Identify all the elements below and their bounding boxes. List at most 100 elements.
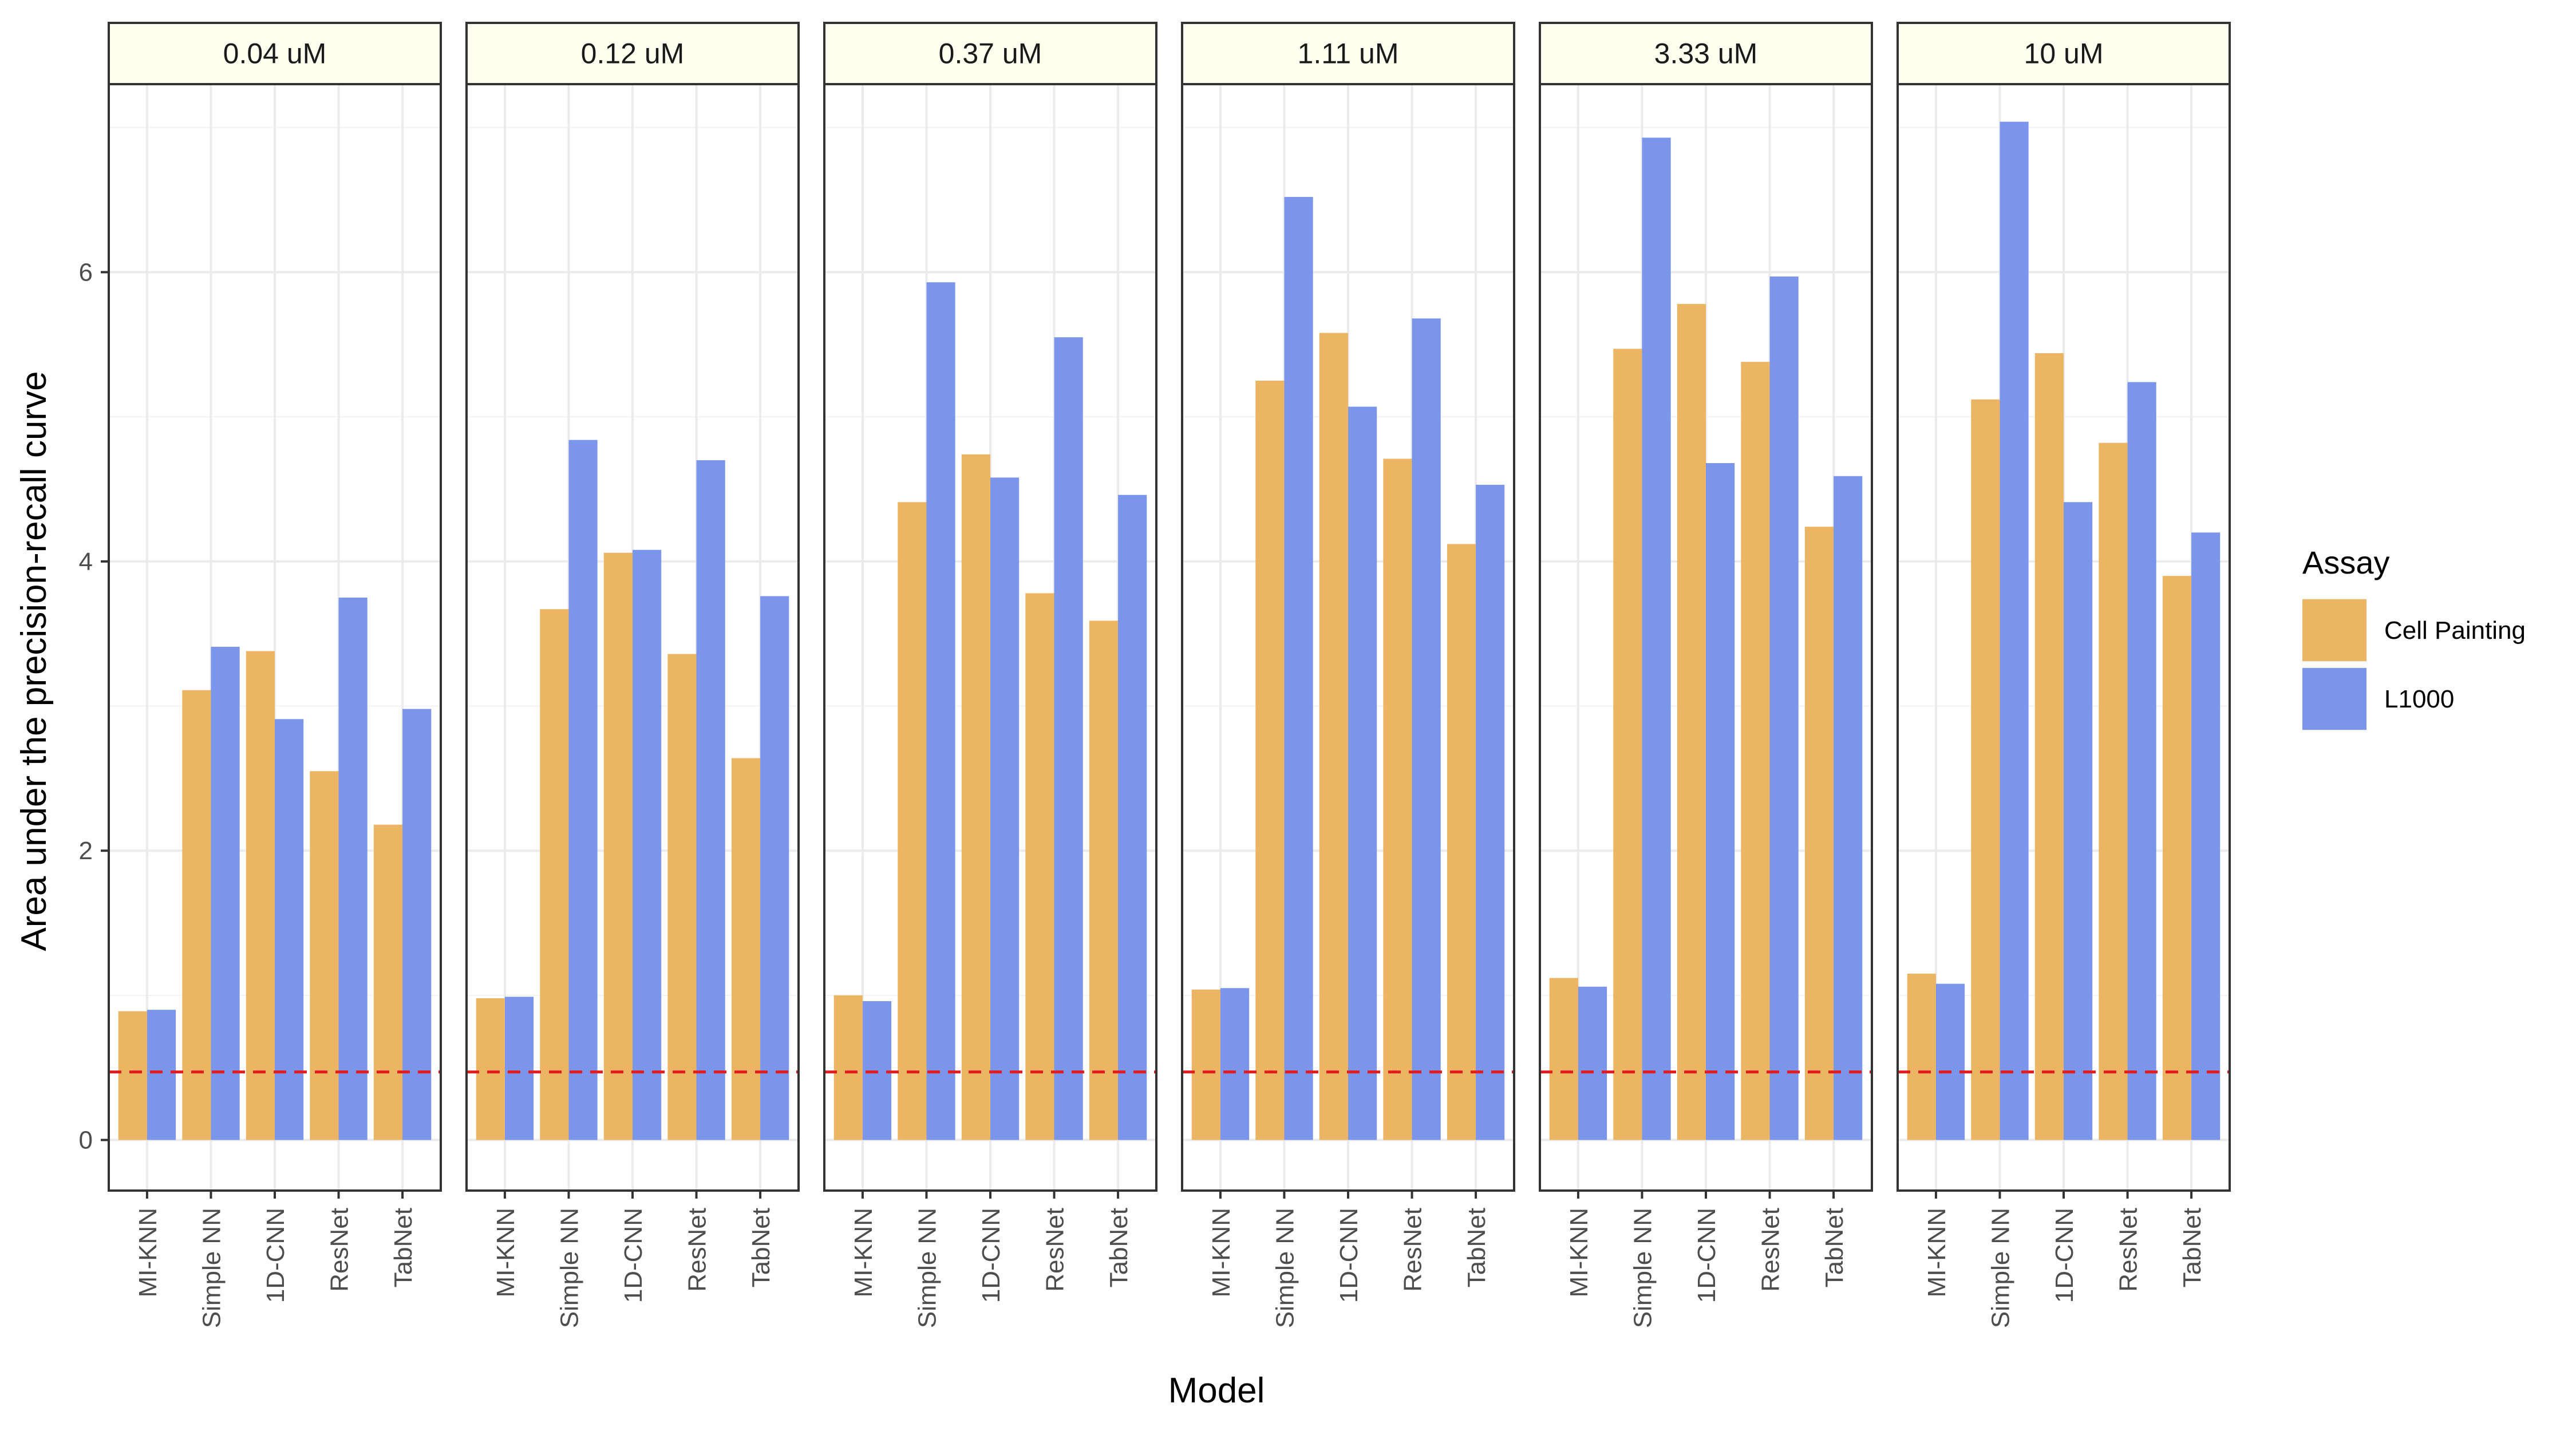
- bar-l1000: [1118, 495, 1147, 1140]
- x-tick-label: MI-KNN: [134, 1208, 162, 1297]
- bar-cell-painting: [1191, 989, 1220, 1140]
- x-tick-label: 1D-CNN: [619, 1208, 647, 1303]
- bar-cell-painting: [1549, 978, 1578, 1140]
- x-tick-label: 1D-CNN: [2050, 1208, 2079, 1303]
- bar-cell-painting: [1025, 593, 1054, 1140]
- x-tick-label: ResNet: [1041, 1208, 1069, 1292]
- facet-panel: 10 uM MI-KNN Simple NN 1D-CNN ResNet TabNet: [1897, 22, 2231, 1328]
- bar-l1000: [1769, 276, 1799, 1140]
- legend-label: Cell Painting: [2384, 616, 2526, 645]
- x-tick-label: TabNet: [1820, 1208, 1848, 1287]
- facet-panel: 0.37 uM MI-KNN Simple NN 1D-CNN ResNet TabNet: [823, 22, 1157, 1328]
- bar-cell-painting: [833, 995, 863, 1140]
- bar-cell-painting: [1319, 333, 1348, 1140]
- legend-swatch: [2302, 668, 2366, 730]
- x-tick-label: 1D-CNN: [1335, 1208, 1363, 1303]
- x-tick-label: ResNet: [2115, 1208, 2143, 1292]
- facet-strip: [823, 22, 1157, 85]
- bar-l1000: [696, 460, 725, 1140]
- x-tick-label: ResNet: [326, 1208, 354, 1292]
- facet-panel: 0.12 uM MI-KNN Simple NN 1D-CNN ResNet TabNet: [465, 22, 800, 1328]
- facet-panel: 1.11 uM MI-KNN Simple NN 1D-CNN ResNet TabNet: [1181, 22, 1515, 1328]
- bar-cell-painting: [118, 1011, 147, 1140]
- bar-l1000: [275, 719, 304, 1140]
- facet-strip: [1181, 22, 1515, 85]
- bar-l1000: [1220, 988, 1250, 1140]
- legend: Assay Cell Painting L1000: [2302, 544, 2526, 731]
- bar-cell-painting: [1447, 544, 1476, 1140]
- bar-cell-painting: [2162, 576, 2192, 1140]
- bar-l1000: [2000, 121, 2029, 1140]
- y-tick-label: 0: [79, 1126, 93, 1155]
- facet-strip-label: 3.33 uM: [1654, 38, 1758, 70]
- bar-cell-painting: [476, 998, 505, 1140]
- bar-l1000: [2127, 382, 2156, 1140]
- bar-l1000: [1412, 318, 1441, 1140]
- facet-strip: [465, 22, 800, 85]
- bar-cell-painting: [667, 654, 697, 1140]
- bar-cell-painting: [540, 609, 569, 1140]
- facet-strip-label: 0.12 uM: [581, 38, 685, 70]
- facet-strip-label: 0.04 uM: [223, 38, 327, 70]
- x-tick-label: 1D-CNN: [977, 1208, 1005, 1303]
- x-tick-label: Simple NN: [1986, 1208, 2014, 1328]
- bar-l1000: [1054, 337, 1083, 1140]
- y-tick-label: 4: [79, 548, 93, 576]
- bar-l1000: [147, 1010, 176, 1140]
- x-tick-label: MI-KNN: [1923, 1208, 1951, 1297]
- bar-l1000: [926, 282, 955, 1140]
- x-tick-label: MI-KNN: [850, 1208, 878, 1297]
- bar-cell-painting: [603, 552, 633, 1140]
- x-tick-label: TabNet: [2178, 1208, 2206, 1287]
- bar-l1000: [1348, 406, 1377, 1140]
- x-tick-label: TabNet: [389, 1208, 417, 1287]
- x-tick-label: TabNet: [747, 1208, 775, 1287]
- facet-strip: [1539, 22, 1873, 85]
- bar-cell-painting: [2099, 442, 2128, 1140]
- x-tick-label: Simple NN: [555, 1208, 583, 1328]
- legend-swatch: [2302, 599, 2366, 661]
- y-axis: 0 2 4 6: [79, 258, 109, 1155]
- bar-cell-painting: [1804, 527, 1834, 1140]
- x-tick-label: MI-KNN: [1565, 1208, 1593, 1297]
- bar-l1000: [1935, 983, 1965, 1140]
- bar-l1000: [211, 646, 240, 1140]
- bar-cell-painting: [1907, 973, 1936, 1140]
- legend-label: L1000: [2384, 685, 2454, 713]
- facet-panel: 3.33 uM MI-KNN Simple NN 1D-CNN ResNet TabNet: [1539, 22, 1873, 1328]
- bar-cell-painting: [1383, 458, 1412, 1140]
- x-tick-label: MI-KNN: [492, 1208, 520, 1297]
- facet-strip: [1897, 22, 2231, 85]
- x-tick-label: ResNet: [683, 1208, 712, 1292]
- y-tick-label: 2: [79, 837, 93, 865]
- bar-l1000: [990, 477, 1020, 1140]
- y-tick-label: 6: [79, 258, 93, 286]
- bar-l1000: [1578, 986, 1607, 1140]
- x-tick-label: Simple NN: [1629, 1208, 1657, 1328]
- bar-l1000: [2064, 502, 2093, 1140]
- bar-l1000: [338, 598, 368, 1140]
- bar-cell-painting: [1677, 304, 1706, 1140]
- bar-l1000: [862, 1001, 892, 1140]
- x-tick-label: TabNet: [1105, 1208, 1133, 1287]
- facet-strip-label: 10 uM: [2024, 38, 2104, 70]
- bar-cell-painting: [310, 771, 339, 1140]
- x-tick-label: Simple NN: [1271, 1208, 1299, 1328]
- bar-l1000: [504, 997, 534, 1140]
- bar-l1000: [633, 550, 662, 1140]
- bar-l1000: [1476, 484, 1505, 1140]
- x-tick-label: 1D-CNN: [1693, 1208, 1721, 1303]
- bar-l1000: [760, 596, 789, 1140]
- bar-cell-painting: [2034, 353, 2064, 1140]
- y-axis-title: Area under the precision-recall curve: [14, 371, 54, 951]
- facet-strip-label: 0.37 uM: [939, 38, 1042, 70]
- bar-cell-painting: [1255, 380, 1285, 1140]
- bar-cell-painting: [898, 502, 927, 1140]
- facet-panel: 0.04 uM MI-KNN Simple NN 1D-CNN ResNet TabNet: [108, 22, 442, 1328]
- bar-l1000: [1642, 137, 1671, 1140]
- x-tick-label: 1D-CNN: [262, 1208, 290, 1303]
- bar-cell-painting: [246, 651, 275, 1140]
- bar-l1000: [402, 709, 432, 1140]
- bar-l1000: [2191, 532, 2221, 1140]
